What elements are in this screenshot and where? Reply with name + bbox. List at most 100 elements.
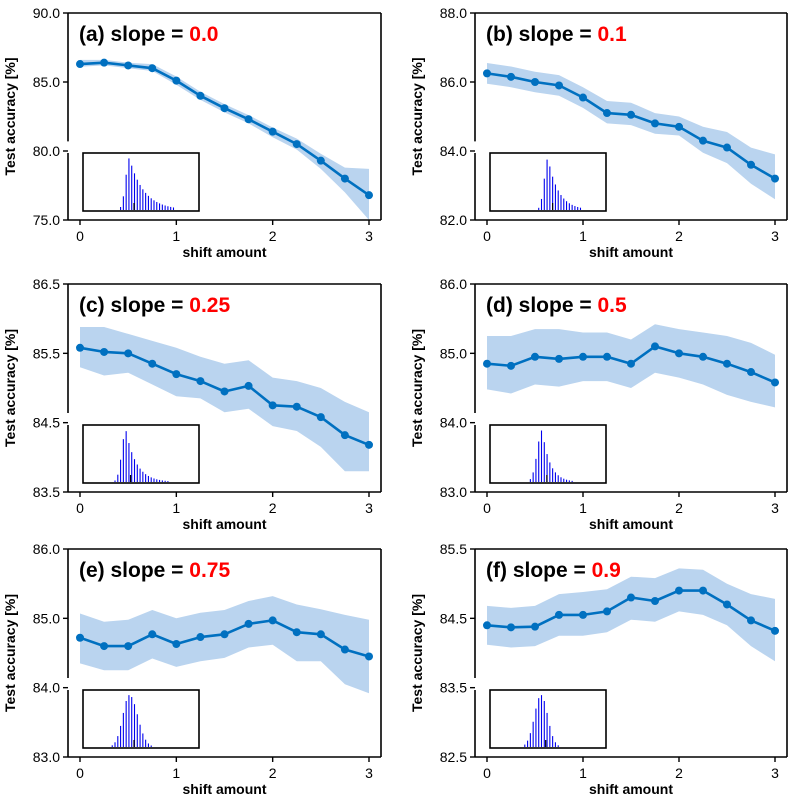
y-tick-label: 83.0	[440, 484, 467, 500]
data-point	[244, 115, 253, 124]
y-axis-label: Test accuracy [%]	[409, 57, 425, 175]
x-tick-label: 2	[269, 765, 277, 781]
data-point	[531, 352, 539, 361]
x-tick-label: 1	[579, 228, 587, 244]
y-tick-label: 83.0	[33, 749, 60, 765]
data-point	[124, 642, 133, 651]
panel-title: (b) slope = 0.1	[486, 23, 627, 46]
y-tick-label: 86.5	[33, 276, 60, 292]
x-tick-label: 2	[269, 500, 277, 516]
data-point	[124, 349, 133, 358]
data-point	[196, 377, 205, 386]
data-point	[268, 401, 277, 410]
data-point	[196, 633, 205, 642]
data-point	[316, 630, 325, 639]
data-point	[483, 69, 491, 78]
y-axis-label: Test accuracy [%]	[2, 594, 18, 712]
y-tick-label: 83.5	[33, 484, 60, 500]
panel-title-prefix: (a) slope =	[79, 23, 189, 46]
data-point	[268, 127, 277, 136]
data-point	[747, 160, 755, 169]
y-tick-label: 85.5	[33, 345, 60, 361]
panel-f: 0 1 2 3 82.5 83.5 84.5 85.5 shift amount Test acc…	[409, 541, 788, 797]
panel-title-slope-value: 0.5	[597, 294, 627, 317]
data-point	[555, 354, 563, 363]
data-point	[100, 58, 109, 67]
x-tick-label: 1	[172, 765, 180, 781]
y-tick-label: 80.0	[33, 143, 60, 159]
panel-title-prefix: (f) slope =	[486, 559, 592, 582]
data-point	[579, 610, 587, 619]
y-tick-label: 84.0	[33, 680, 60, 696]
x-tick-label: 0	[76, 228, 84, 244]
x-axis-label: shift amount	[183, 781, 267, 797]
data-point	[365, 652, 373, 661]
data-point	[172, 370, 181, 379]
data-point	[771, 626, 779, 635]
x-tick-label: 2	[269, 228, 277, 244]
data-point	[675, 349, 683, 358]
data-point	[579, 93, 587, 102]
panel-b: 0 1 2 3 82.0 84.0 86.0 88.0 shift amount Test acc…	[409, 5, 788, 260]
data-point	[627, 110, 635, 119]
x-axis-label: shift amount	[589, 516, 673, 532]
y-tick-label: 84.5	[440, 610, 467, 626]
confidence-band	[80, 596, 369, 694]
data-point	[365, 440, 373, 449]
data-point	[268, 616, 277, 625]
data-point	[771, 174, 779, 183]
data-point	[675, 122, 683, 131]
panel-d: 0 1 2 3 83.0 84.0 85.0 86.0 shift amount Test acc…	[409, 276, 788, 532]
y-tick-label: 86.0	[440, 74, 467, 90]
y-tick-label: 88.0	[440, 5, 467, 21]
data-point	[244, 381, 253, 390]
x-axis-label: shift amount	[589, 781, 673, 797]
x-tick-label: 1	[579, 765, 587, 781]
panel-title: (f) slope = 0.9	[486, 559, 621, 582]
data-point	[340, 431, 349, 440]
inset-frame	[82, 689, 200, 749]
data-point	[124, 61, 133, 70]
data-point	[220, 104, 229, 113]
data-point	[220, 387, 229, 396]
data-point	[723, 600, 731, 609]
y-tick-label: 82.5	[440, 749, 467, 765]
data-point	[148, 630, 157, 639]
y-tick-label: 85.0	[33, 74, 60, 90]
x-tick-label: 3	[771, 500, 779, 516]
inset-frame	[489, 689, 607, 749]
x-axis-label: shift amount	[183, 244, 267, 260]
panel-title-slope-value: 0.0	[189, 23, 218, 46]
y-tick-label: 84.0	[440, 415, 467, 431]
data-point	[747, 616, 755, 625]
data-point	[340, 174, 349, 183]
data-point	[100, 347, 109, 356]
panel-title: (d) slope = 0.5	[486, 294, 627, 317]
x-tick-label: 3	[365, 228, 373, 244]
data-point	[220, 630, 229, 639]
x-tick-label: 1	[172, 500, 180, 516]
x-axis-label: shift amount	[589, 244, 673, 260]
inset-frame	[82, 424, 200, 484]
data-point	[723, 359, 731, 368]
data-point	[483, 359, 491, 368]
y-axis-label: Test accuracy [%]	[2, 329, 18, 447]
data-point	[76, 60, 84, 69]
data-point	[100, 642, 109, 651]
data-point	[316, 413, 325, 422]
x-tick-label: 2	[675, 765, 683, 781]
data-point	[747, 368, 755, 377]
y-tick-label: 90.0	[33, 5, 60, 21]
inset-histogram	[82, 152, 200, 212]
panel-title-slope-value: 0.25	[189, 294, 230, 317]
x-tick-label: 3	[365, 765, 373, 781]
data-point	[483, 621, 491, 630]
data-point	[603, 352, 611, 361]
inset-frame	[489, 152, 607, 212]
x-tick-label: 0	[483, 500, 491, 516]
panel-title-prefix: (e) slope =	[79, 559, 189, 582]
panel-title-prefix: (b) slope =	[486, 23, 597, 46]
data-point	[244, 619, 253, 628]
data-point	[531, 78, 539, 86]
x-tick-label: 3	[771, 765, 779, 781]
